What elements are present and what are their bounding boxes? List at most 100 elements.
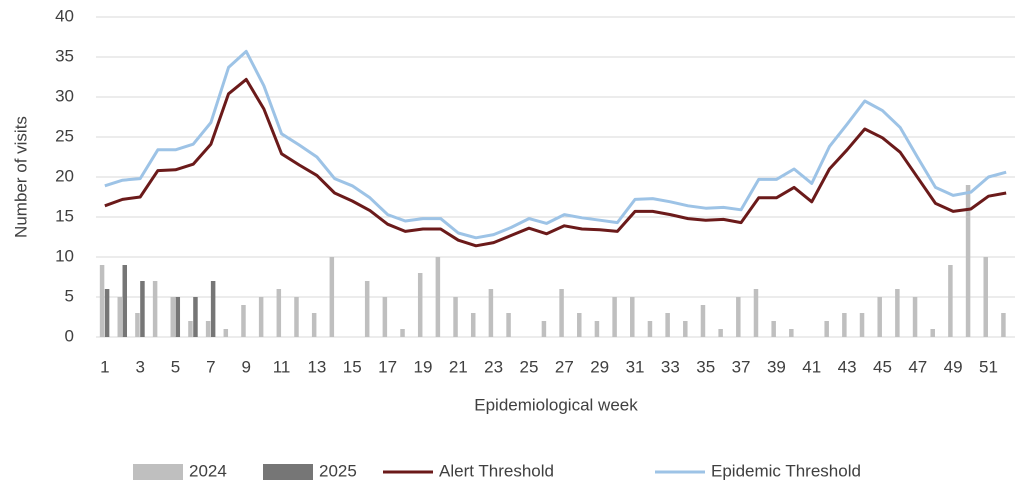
x-tick-label: 51 [979, 357, 998, 376]
x-tick-label: 27 [555, 357, 574, 376]
bar [117, 297, 123, 337]
legend-label: 2024 [189, 461, 227, 480]
bar [683, 321, 688, 337]
bar [506, 313, 511, 337]
bar [877, 297, 882, 337]
bar [223, 329, 229, 337]
x-tick-label: 47 [908, 357, 927, 376]
x-tick-label: 9 [241, 357, 250, 376]
bar [930, 329, 935, 337]
bar [541, 321, 547, 337]
bar [453, 297, 458, 337]
bar [771, 321, 776, 337]
bar [258, 297, 264, 337]
bar [104, 289, 110, 337]
x-tick-label: 25 [520, 357, 539, 376]
x-tick-label: 41 [802, 357, 821, 376]
legend-swatch [263, 464, 313, 480]
bar [205, 321, 211, 337]
y-tick-label: 10 [55, 246, 74, 265]
x-tick-label: 33 [661, 357, 680, 376]
x-tick-label: 5 [171, 357, 180, 376]
bar [612, 297, 617, 337]
bar [435, 257, 441, 337]
bar [364, 281, 370, 337]
bar [152, 281, 158, 337]
bar [140, 281, 145, 337]
bar [647, 321, 653, 337]
x-tick-label: 7 [206, 357, 215, 376]
x-tick-label: 11 [273, 357, 291, 376]
x-tick-label: 37 [732, 357, 751, 376]
bar [718, 329, 723, 337]
bar [276, 289, 282, 337]
y-tick-label: 20 [55, 166, 74, 185]
x-tick-label: 13 [307, 357, 326, 376]
x-tick-label: 29 [590, 357, 609, 376]
bar [895, 289, 900, 337]
bar [559, 289, 564, 337]
bar [193, 297, 198, 337]
bar [842, 313, 847, 337]
bar [912, 297, 918, 337]
y-tick-label: 25 [55, 126, 74, 145]
legend-label: Alert Threshold [439, 461, 554, 480]
x-axis-title: Epidemiological week [474, 395, 638, 414]
bar [948, 265, 953, 337]
legend-label: Epidemic Threshold [711, 461, 861, 480]
bar [665, 313, 670, 337]
bar [983, 257, 988, 337]
bar [789, 329, 794, 337]
x-tick-label: 45 [873, 357, 892, 376]
bar [824, 321, 829, 337]
bar [630, 297, 635, 337]
bar [382, 297, 388, 337]
y-tick-label: 35 [55, 46, 74, 65]
y-tick-label: 5 [65, 286, 74, 305]
y-tick-label: 30 [55, 86, 74, 105]
bar [400, 329, 405, 337]
legend-label: 2025 [319, 461, 357, 480]
x-tick-label: 15 [343, 357, 362, 376]
bar [470, 313, 476, 337]
threshold-line [104, 49, 1007, 240]
x-tick-label: 1 [100, 357, 109, 376]
bar [736, 297, 741, 337]
y-axis-title: Number of visits [11, 116, 30, 238]
bar [294, 297, 299, 337]
bar [577, 313, 582, 337]
x-tick-label: 3 [135, 357, 144, 376]
bar [122, 265, 128, 337]
y-tick-label: 15 [55, 206, 74, 225]
bar [99, 265, 105, 337]
bar [135, 313, 140, 337]
bar [753, 289, 759, 337]
bar [311, 313, 317, 337]
x-tick-label: 23 [484, 357, 503, 376]
bar [417, 273, 423, 337]
y-tick-label: 0 [65, 326, 74, 345]
x-tick-label: 17 [378, 357, 397, 376]
x-tick-label: 43 [838, 357, 857, 376]
threshold-line [104, 77, 1007, 248]
bar [210, 281, 216, 337]
bar [965, 185, 971, 337]
bar [859, 313, 865, 337]
bar [329, 257, 335, 337]
x-tick-label: 21 [449, 357, 468, 376]
x-tick-label: 19 [413, 357, 432, 376]
x-tick-label: 31 [626, 357, 645, 376]
bar [170, 297, 176, 337]
x-tick-label: 39 [767, 357, 786, 376]
bar [488, 289, 494, 337]
y-tick-label: 40 [55, 6, 74, 25]
legend-swatch [133, 464, 183, 480]
x-tick-label: 35 [696, 357, 715, 376]
bar [594, 321, 600, 337]
bar [175, 297, 181, 337]
x-tick-label: 49 [944, 357, 963, 376]
bar [700, 305, 706, 337]
bar [188, 321, 193, 337]
bar [1001, 313, 1006, 337]
